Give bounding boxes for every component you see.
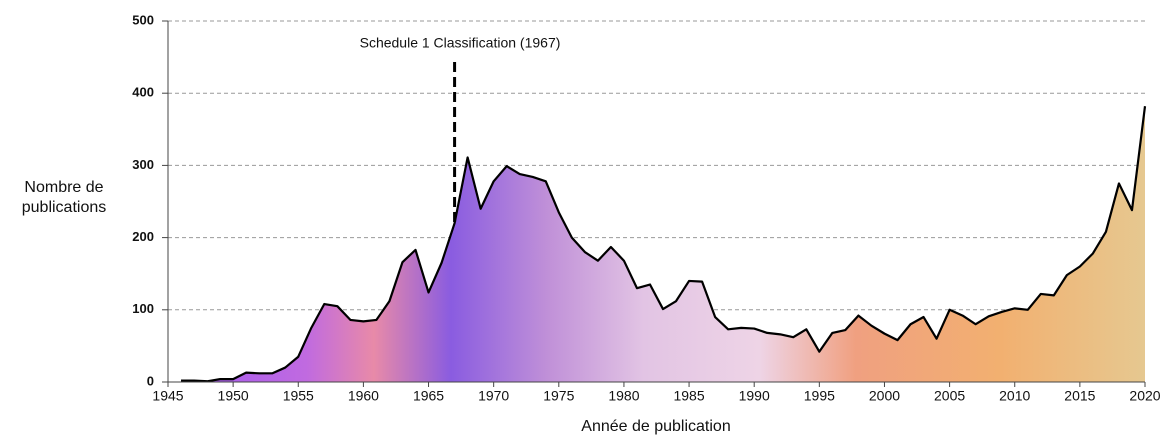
x-tick-label: 1955 bbox=[283, 388, 314, 404]
y-tick-label: 200 bbox=[132, 229, 154, 244]
x-tick-label: 1985 bbox=[673, 388, 704, 404]
x-tick-label: 2015 bbox=[1064, 388, 1095, 404]
x-tick-label: 1990 bbox=[739, 388, 770, 404]
x-tick-label: 1975 bbox=[543, 388, 574, 404]
area-fill bbox=[181, 106, 1145, 383]
y-tick-label: 500 bbox=[132, 12, 154, 27]
x-tick-label: 2010 bbox=[999, 388, 1030, 404]
x-tick-label: 1980 bbox=[608, 388, 639, 404]
y-axis-label: Nombre de publications bbox=[21, 179, 107, 216]
x-tick-label: 2020 bbox=[1129, 388, 1160, 404]
y-tick-label: 0 bbox=[147, 373, 154, 388]
x-tick-label: 1945 bbox=[152, 388, 183, 404]
y-tick-label: 400 bbox=[132, 85, 154, 100]
annotation: Schedule 1 Classification (1967) bbox=[360, 35, 561, 51]
x-tick-label: 1995 bbox=[804, 388, 835, 404]
x-tick-label: 1950 bbox=[218, 388, 249, 404]
x-tick-label: 1965 bbox=[413, 388, 444, 404]
y-tick-label: 100 bbox=[132, 301, 154, 316]
y-tick-label: 300 bbox=[132, 157, 154, 172]
area-line bbox=[181, 106, 1147, 383]
x-tick-label: 2005 bbox=[934, 388, 965, 404]
x-axis-label: Année de publication bbox=[581, 418, 730, 435]
x-tick-label: 1960 bbox=[348, 388, 379, 404]
x-tick-label: 2000 bbox=[869, 388, 900, 404]
x-tick-label: 1970 bbox=[478, 388, 509, 404]
